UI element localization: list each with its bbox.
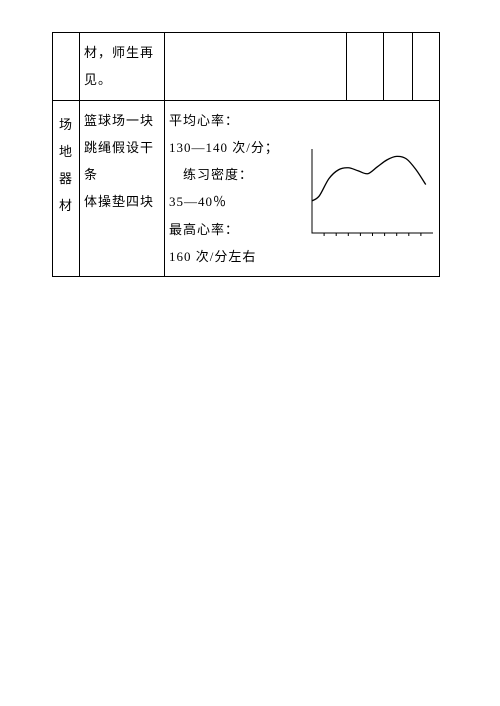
row1-col6 bbox=[413, 33, 440, 101]
stats-text-block: 平均心率： 130—140 次/分； 练习密度： 35—40％ 最高心率： 16… bbox=[169, 107, 279, 271]
equipment-cell: 篮球场一块 跳绳假设干条 体操垫四块 bbox=[80, 100, 165, 277]
stats-line: 练习密度： bbox=[169, 161, 279, 188]
stats-line: 160 次/分左右 bbox=[169, 243, 279, 270]
table-row: 材，师生再见。 bbox=[53, 33, 440, 101]
lesson-table-wrap: 材，师生再见。 场 地 器 材 篮球场一块 跳绳假设干条 体操垫四块 bbox=[52, 32, 440, 277]
stats-line: 35—40％ bbox=[169, 188, 279, 215]
row1-col4 bbox=[347, 33, 384, 101]
table-row: 场 地 器 材 篮球场一块 跳绳假设干条 体操垫四块 平均心率： 130—140… bbox=[53, 100, 440, 277]
stats-line: 最高心率： bbox=[169, 216, 279, 243]
sidebar-char: 场 bbox=[55, 111, 77, 138]
heart-rate-chart-svg bbox=[302, 143, 437, 243]
sidebar-label-cell: 场 地 器 材 bbox=[53, 100, 80, 277]
equipment-line: 篮球场一块 bbox=[84, 107, 160, 134]
stats-chart-cell: 平均心率： 130—140 次/分； 练习密度： 35—40％ 最高心率： 16… bbox=[165, 100, 440, 277]
sidebar-char: 器 bbox=[55, 165, 77, 192]
row1-col2-text: 材，师生再见。 bbox=[84, 45, 154, 87]
equipment-line: 体操垫四块 bbox=[84, 188, 160, 215]
row1-col2: 材，师生再见。 bbox=[80, 33, 165, 101]
row1-col1 bbox=[53, 33, 80, 101]
lesson-table: 材，师生再见。 场 地 器 材 篮球场一块 跳绳假设干条 体操垫四块 bbox=[52, 32, 440, 277]
sidebar-char: 材 bbox=[55, 192, 77, 219]
page: 材，师生再见。 场 地 器 材 篮球场一块 跳绳假设干条 体操垫四块 bbox=[0, 0, 500, 706]
heart-rate-chart bbox=[302, 143, 437, 243]
stats-line: 130—140 次/分； bbox=[169, 134, 279, 161]
sidebar-char: 地 bbox=[55, 138, 77, 165]
row1-col5 bbox=[384, 33, 413, 101]
equipment-line: 跳绳假设干条 bbox=[84, 134, 160, 189]
stats-line: 平均心率： bbox=[169, 107, 279, 134]
row1-col3 bbox=[165, 33, 347, 101]
